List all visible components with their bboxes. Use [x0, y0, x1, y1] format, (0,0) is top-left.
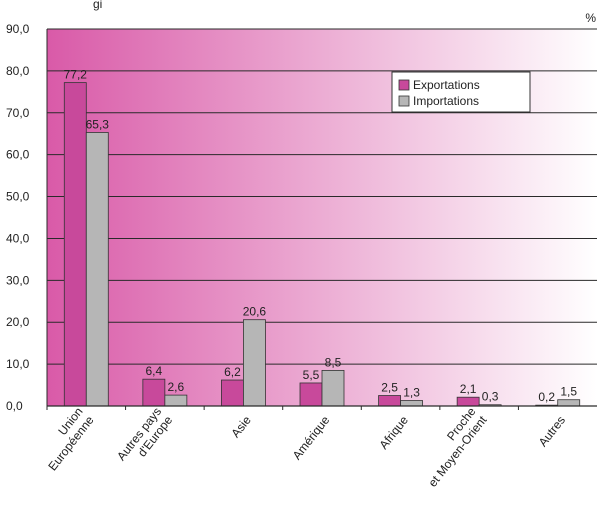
- bar-importations: [164, 394, 188, 407]
- y-tick-label: 10,0: [6, 357, 30, 371]
- data-label: 20,6: [243, 305, 267, 319]
- y-tick-label: 60,0: [6, 148, 30, 162]
- legend-swatch: [398, 95, 410, 107]
- y-tick-label: 20,0: [6, 315, 30, 329]
- category-label-line: Amérique: [290, 413, 333, 462]
- top-text-fragment: gi: [93, 0, 102, 11]
- data-label: 6,4: [146, 364, 163, 378]
- bar-exportations: [456, 396, 480, 407]
- legend-swatch: [398, 79, 410, 91]
- data-label: 5,5: [303, 368, 320, 382]
- y-tick-label: 90,0: [6, 22, 30, 36]
- bar-exportations: [142, 378, 166, 407]
- bar-importations: [243, 319, 266, 407]
- legend-label: Exportations: [413, 78, 480, 92]
- category-label-line: Autres: [536, 413, 568, 449]
- data-label: 1,5: [560, 385, 577, 399]
- data-label: 1,3: [403, 386, 420, 400]
- y-tick-label: 50,0: [6, 190, 30, 204]
- y-tick-label: 30,0: [6, 273, 30, 287]
- data-label: 6,2: [224, 365, 241, 379]
- data-label: 8,5: [325, 355, 342, 369]
- bar-exportations: [221, 379, 244, 407]
- y-tick-label: 0,0: [6, 399, 23, 413]
- data-label: 0,3: [482, 390, 499, 404]
- category-label: Asie: [228, 413, 254, 440]
- data-label: 0,2: [538, 390, 555, 404]
- y-tick-label: 40,0: [6, 231, 30, 245]
- category-label-line: Afrique: [376, 413, 411, 452]
- data-label: 2,6: [168, 380, 185, 394]
- data-label: 65,3: [86, 117, 110, 131]
- category-label: Autres: [536, 413, 568, 449]
- legend-box: [391, 71, 531, 113]
- bar-importations: [321, 369, 345, 407]
- legend-label: Importations: [413, 94, 479, 108]
- bar-exportations: [299, 382, 323, 407]
- category-label-line: Asie: [228, 413, 254, 440]
- bar-importations: [400, 400, 423, 407]
- y-tick-label: 80,0: [6, 64, 30, 78]
- y-tick-label: 70,0: [6, 106, 30, 120]
- category-label: Amérique: [290, 413, 333, 462]
- data-label: 77,2: [64, 68, 88, 82]
- data-label: 2,1: [460, 382, 477, 396]
- category-label: Afrique: [376, 413, 411, 452]
- bar-importations: [85, 132, 109, 407]
- bar-importations: [557, 399, 581, 407]
- bar-exportations: [378, 395, 401, 407]
- data-label: 2,5: [381, 381, 398, 395]
- bar-exportations: [63, 82, 87, 407]
- unit-label: %: [585, 11, 596, 25]
